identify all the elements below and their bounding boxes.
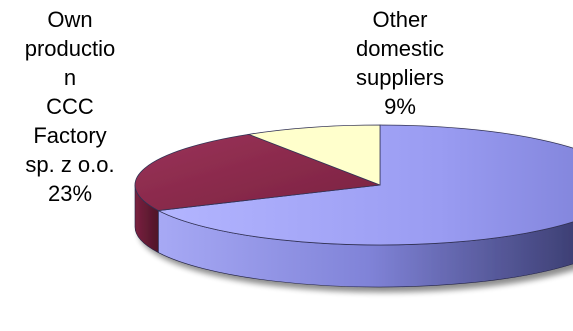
slice-remaining [156,124,573,246]
label-line: Other [372,7,427,32]
label-line: Own [47,7,92,32]
label-line: suppliers [356,65,444,90]
data-label: 23% [48,181,92,206]
slice-own-production [134,133,381,211]
label-line: productio [25,36,116,61]
label-line: domestic [356,36,444,61]
label-own-production: Own productio n CCC Factory sp. z o.o. 23% [25,7,116,206]
data-label: 9% [384,94,416,119]
label-line: CCC [46,94,94,119]
label-line: Factory [33,123,106,148]
label-group: Own productio n CCC Factory sp. z o.o. 23% Othe… [25,7,444,206]
pie-group [134,124,573,288]
label-other-domestic-suppliers: Other domestic suppliers 9% [356,7,444,119]
slice-other-domestic-suppliers [247,124,381,186]
label-line: n [64,65,76,90]
label-line: sp. z o.o. [25,152,114,177]
